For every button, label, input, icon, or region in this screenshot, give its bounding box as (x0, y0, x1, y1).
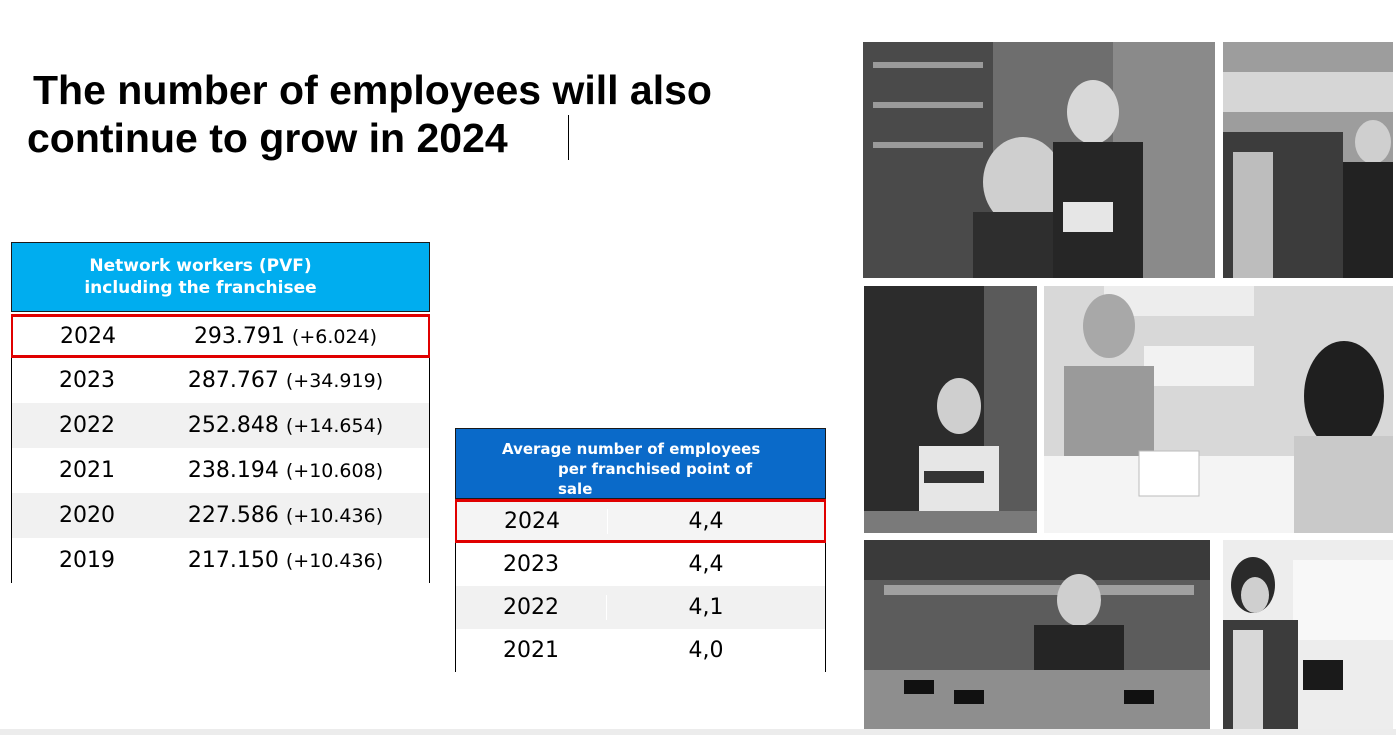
row-value: 4,4 (688, 508, 724, 534)
row-value: 4,1 (688, 595, 724, 620)
row-number: 252.848 (187, 413, 279, 438)
title-line-1: The number of employees will also (33, 67, 712, 113)
row-year: 2023 (59, 368, 115, 393)
table-row: 2019 217.150 (+10.436) (11, 538, 430, 583)
workers-header-line-2: including the franchisee (84, 278, 317, 298)
row-year: 2023 (456, 552, 607, 577)
row-delta: (+10.436) (285, 550, 384, 572)
photo-cashier-payment (1044, 286, 1393, 533)
row-value: 287.767 (+34.919) (162, 368, 429, 393)
row-delta: (+14.654) (285, 415, 384, 437)
table-row: 2023 287.767 (+34.919) (11, 358, 430, 403)
row-year: 2019 (59, 548, 115, 573)
table-row: 2023 4,4 (455, 543, 826, 586)
row-delta: (+6.024) (291, 325, 378, 348)
row-value: 227.586 (+10.436) (162, 503, 429, 528)
row-value: 293.791 (+6.024) (163, 324, 428, 349)
photo-clothing-rack (1223, 42, 1393, 278)
row-value: 252.848 (+14.654) (162, 413, 429, 438)
row-year: 2024 (60, 323, 116, 349)
workers-table: Network workers (PVF) including the fran… (11, 242, 430, 583)
row-year: 2020 (59, 503, 115, 528)
row-value: 217.150 (+10.436) (162, 548, 429, 573)
row-number: 217.150 (187, 548, 279, 573)
row-year: 2021 (456, 638, 607, 663)
photo-deli-counter (864, 540, 1210, 729)
photo-customer-phone (1223, 540, 1393, 729)
bottom-strip (0, 729, 1396, 735)
row-value: 4,4 (688, 552, 724, 577)
row-number: 293.791 (193, 323, 285, 349)
row-delta: (+10.608) (285, 460, 384, 482)
title-line-2: continue to grow in 2024 (27, 115, 508, 161)
table-row: 2021 4,0 (455, 629, 826, 672)
workers-table-header: Network workers (PVF) including the fran… (11, 242, 430, 312)
table-row: 2022 4,1 (455, 586, 826, 629)
row-number: 287.767 (187, 368, 279, 393)
photo-shop-counter (863, 42, 1215, 278)
row-number: 238.194 (187, 458, 279, 483)
row-year: 2022 (456, 595, 607, 620)
average-header-line-2: per franchised point of (558, 460, 753, 478)
average-header-line-1: Average number of employees (502, 440, 761, 458)
table-row: 2020 227.586 (+10.436) (11, 493, 430, 538)
average-table-header: Average number of employees per franchis… (455, 428, 826, 499)
average-table: Average number of employees per franchis… (455, 428, 826, 672)
row-year: 2024 (457, 508, 608, 534)
row-value: 238.194 (+10.608) (162, 458, 429, 483)
workers-header-line-1: Network workers (PVF) (89, 256, 312, 276)
page-title: The number of employees will also contin… (27, 66, 787, 162)
row-year: 2021 (59, 458, 115, 483)
row-delta: (+34.919) (285, 370, 384, 392)
table-row: 2024 293.791 (+6.024) (11, 314, 430, 358)
row-year: 2022 (59, 413, 115, 438)
table-row: 2021 238.194 (+10.608) (11, 448, 430, 493)
photo-smiling-woman (864, 286, 1037, 533)
row-number: 227.586 (187, 503, 279, 528)
table-row: 2022 252.848 (+14.654) (11, 403, 430, 448)
row-delta: (+10.436) (285, 505, 384, 527)
average-header-line-3: sale (558, 480, 593, 498)
row-value: 4,0 (688, 638, 724, 663)
text-cursor (568, 115, 569, 160)
table-row: 2024 4,4 (455, 499, 826, 543)
